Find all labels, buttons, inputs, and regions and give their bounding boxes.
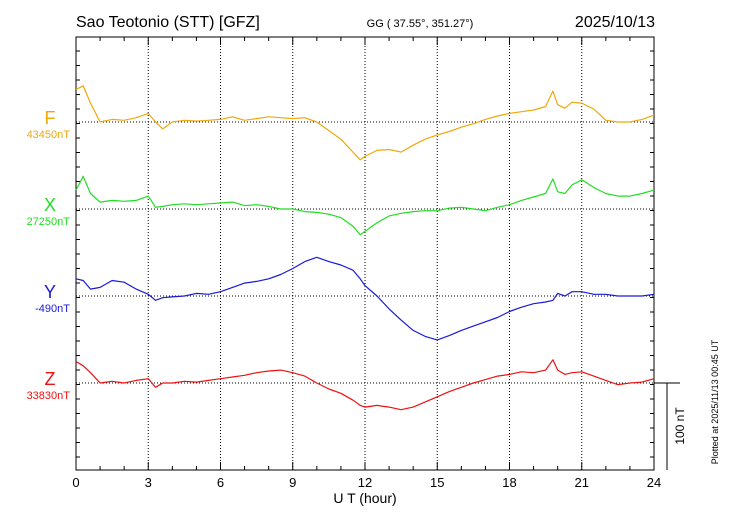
series-line-y xyxy=(75,256,655,341)
x-axis-label: U T (hour) xyxy=(333,490,396,506)
baseline-value-f: 43450nT xyxy=(27,129,71,141)
series-line-z xyxy=(75,359,655,411)
x-tick-label: 12 xyxy=(358,475,372,490)
scale-bar: 100 nT xyxy=(654,382,687,470)
station-title: Sao Teotonio (STT) [GFZ] xyxy=(76,14,260,31)
scale-bar-label: 100 nT xyxy=(673,407,687,445)
component-label-x: X xyxy=(44,195,56,215)
x-tick-label: 18 xyxy=(502,475,516,490)
component-label-f: F xyxy=(45,108,56,128)
x-tick-label: 0 xyxy=(72,475,79,490)
component-label-y: Y xyxy=(44,282,56,302)
chart-header: Sao Teotonio (STT) [GFZ] GG ( 37.55°, 35… xyxy=(76,14,655,31)
x-tick-label: 6 xyxy=(217,475,224,490)
station-coordinates: GG ( 37.55°, 351.27°) xyxy=(367,18,474,30)
component-label-z: Z xyxy=(45,369,56,389)
x-tick-label: 9 xyxy=(289,475,296,490)
series-line-x xyxy=(75,175,655,236)
series-line-f xyxy=(75,85,655,161)
baseline-value-y: -490nT xyxy=(35,303,70,315)
plotted-at-note: Plotted at 2025/11/13 00:45 UT xyxy=(710,339,720,464)
x-tick-label: 21 xyxy=(575,475,589,490)
x-tick-label: 15 xyxy=(430,475,444,490)
baseline-value-z: 33830nT xyxy=(27,390,71,402)
x-tick-labels: 0 3 6 9 12 15 18 21 24 xyxy=(72,475,661,490)
series-lines xyxy=(75,85,655,411)
baseline-value-x: 27250nT xyxy=(27,216,71,228)
plot-date: 2025/10/13 xyxy=(575,14,655,31)
x-tick-label: 3 xyxy=(145,475,152,490)
baselines xyxy=(76,37,654,470)
x-tick-label: 24 xyxy=(647,475,661,490)
